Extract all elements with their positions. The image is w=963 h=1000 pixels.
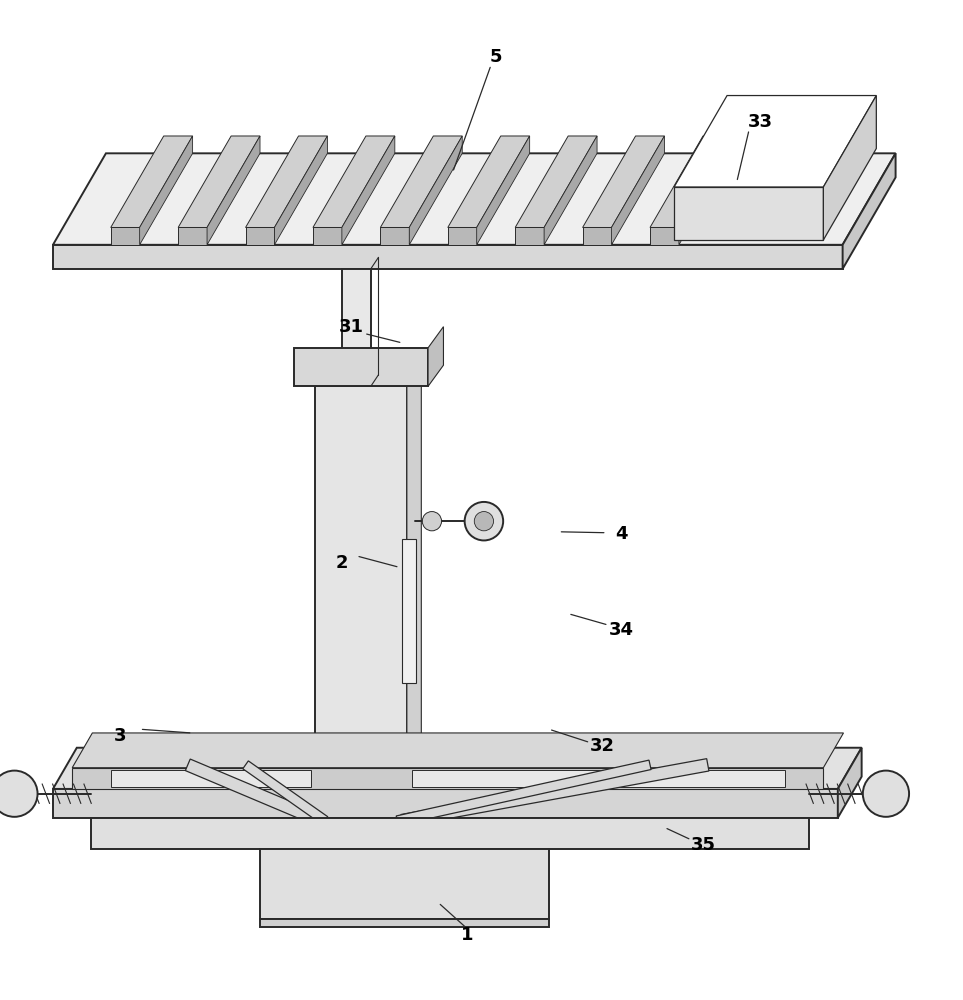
Polygon shape <box>342 136 395 245</box>
Polygon shape <box>674 96 876 187</box>
Polygon shape <box>650 227 679 245</box>
Polygon shape <box>408 818 435 839</box>
Text: 4: 4 <box>615 525 627 543</box>
Text: 5: 5 <box>490 48 502 66</box>
Text: 35: 35 <box>690 836 716 854</box>
Circle shape <box>863 771 909 817</box>
Text: 3: 3 <box>115 727 126 745</box>
Polygon shape <box>448 136 530 227</box>
Polygon shape <box>583 136 664 227</box>
Polygon shape <box>140 136 193 245</box>
Polygon shape <box>396 760 651 825</box>
Polygon shape <box>448 227 477 245</box>
Polygon shape <box>111 227 140 245</box>
Polygon shape <box>260 849 549 919</box>
Text: 33: 33 <box>748 113 773 131</box>
Polygon shape <box>243 761 327 825</box>
Polygon shape <box>409 136 462 245</box>
Circle shape <box>474 512 493 531</box>
Polygon shape <box>178 227 207 245</box>
Polygon shape <box>843 153 896 269</box>
Polygon shape <box>274 136 327 245</box>
Polygon shape <box>401 759 709 827</box>
Polygon shape <box>53 748 862 789</box>
Polygon shape <box>823 96 876 240</box>
Polygon shape <box>515 136 597 227</box>
Polygon shape <box>380 136 462 227</box>
Polygon shape <box>185 759 323 826</box>
Polygon shape <box>650 136 732 227</box>
Polygon shape <box>313 227 342 245</box>
Polygon shape <box>111 770 310 787</box>
Polygon shape <box>674 187 823 240</box>
Text: 31: 31 <box>339 318 364 336</box>
Polygon shape <box>53 789 838 818</box>
Polygon shape <box>477 136 530 245</box>
Polygon shape <box>544 136 597 245</box>
Circle shape <box>464 502 503 540</box>
Polygon shape <box>838 748 862 818</box>
Polygon shape <box>53 153 896 245</box>
Polygon shape <box>313 136 395 227</box>
Polygon shape <box>111 136 193 227</box>
Polygon shape <box>515 227 544 245</box>
Polygon shape <box>612 136 664 245</box>
Polygon shape <box>679 136 732 245</box>
Circle shape <box>0 771 38 817</box>
Polygon shape <box>246 227 274 245</box>
Polygon shape <box>403 539 416 683</box>
Polygon shape <box>53 245 843 269</box>
Text: 1: 1 <box>461 926 473 944</box>
Polygon shape <box>315 386 406 818</box>
Polygon shape <box>583 227 612 245</box>
Text: 2: 2 <box>336 554 348 572</box>
Polygon shape <box>295 348 428 386</box>
Text: 32: 32 <box>589 737 614 755</box>
Polygon shape <box>91 818 809 849</box>
Polygon shape <box>380 227 409 245</box>
Polygon shape <box>406 365 422 818</box>
Text: 34: 34 <box>609 621 634 639</box>
Polygon shape <box>72 768 823 789</box>
Polygon shape <box>260 919 549 927</box>
Polygon shape <box>342 269 371 386</box>
Polygon shape <box>207 136 260 245</box>
Polygon shape <box>72 733 844 768</box>
Polygon shape <box>412 770 785 787</box>
Polygon shape <box>428 327 443 386</box>
Polygon shape <box>178 136 260 227</box>
Polygon shape <box>246 136 327 227</box>
Circle shape <box>422 512 441 531</box>
